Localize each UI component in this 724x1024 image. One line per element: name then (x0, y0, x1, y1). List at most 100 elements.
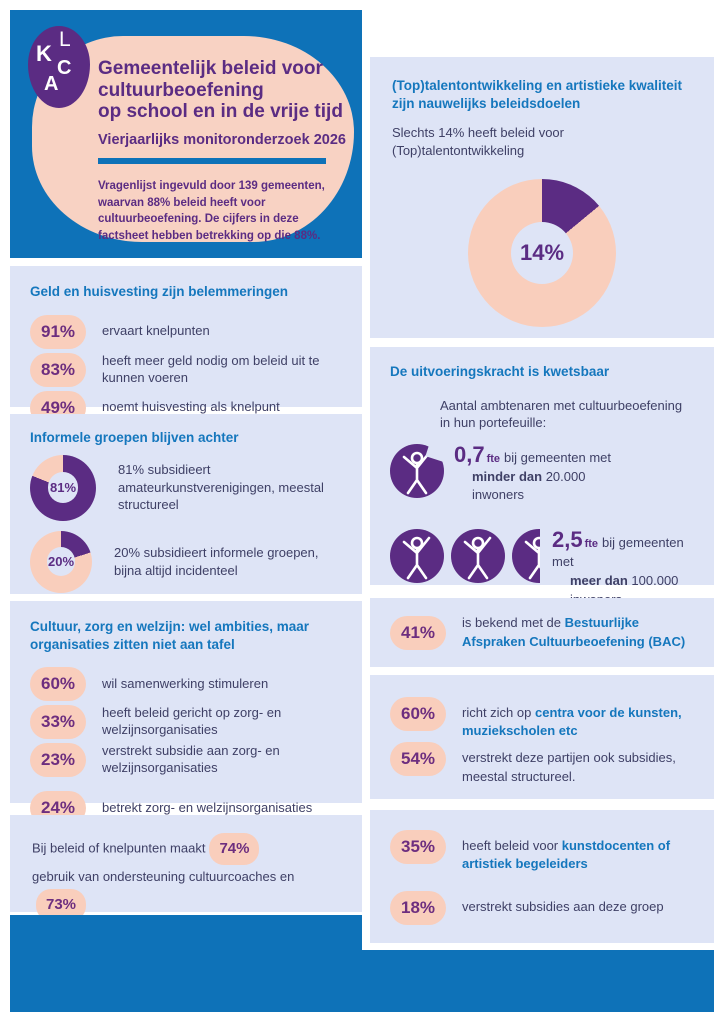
stat-value-badge: 41% (390, 615, 446, 650)
stat-row: 33% heeft beleid gericht op zorg- en wel… (30, 705, 342, 740)
stat-rich-label: is bekend met de Bestuurlijke Afspraken … (462, 614, 698, 650)
page-title: Gemeentelijk beleid voor cultuurbeoefeni… (98, 58, 348, 123)
label-plain: verstrekt subsidies aan deze groep (462, 899, 664, 915)
fte-unit: fte (486, 452, 501, 465)
label-plain: verstrekt deze partijen ook subsidies, m… (462, 750, 676, 784)
stat-value-badge: 83% (30, 352, 86, 387)
fte-line1: 2,5 fte bij gemeenten met (552, 529, 694, 572)
stat-label: heeft beleid gericht op zorg- en welzijn… (102, 705, 282, 738)
capacity-title: De uitvoeringskracht is kwetsbaar (390, 364, 610, 379)
header-content: Gemeentelijk beleid voor cultuurbeoefeni… (98, 58, 348, 245)
talent-donut-hole (510, 222, 574, 285)
donut-row: 20% 20% subsidieert informele groepen, b… (30, 530, 342, 593)
header-intro-text: Vragenlijst ingevuld door 139 gemeenten,… (98, 179, 325, 242)
page-title-line1: Gemeentelijk beleid voor (98, 58, 323, 79)
fte-bold: meer dan (570, 573, 628, 589)
stat-row: 83% heeft meer geld nodig om beleid uit … (30, 352, 342, 387)
fte-item-large-municipalities: 2,5 fte bij gemeenten met meer dan 100.000… (390, 529, 694, 609)
barriers-title: Geld en huisvesting zijn belemmeringen (30, 284, 289, 299)
stat-rich-label: verstrekt subsidies aan deze groep (462, 891, 694, 916)
fte-unit: fte (584, 538, 599, 551)
section-centres-card: 60% richt zich op centra voor de kunsten… (370, 675, 714, 799)
section-barriers-card: Geld en huisvesting zijn belemmeringen 9… (10, 266, 362, 425)
stat-rich-label: verstrekt deze partijen ook subsidies, m… (462, 742, 694, 785)
talent-title: (Top)talentontwikkeling en artistieke kw… (392, 78, 683, 111)
section-support-card: Bij beleid of knelpunten maakt 74% gebrui… (10, 815, 362, 940)
stat-label: verstrekt subsidie aan zorg- en welzijns… (102, 743, 280, 776)
support-text-2: gebruik van ondersteuning cultuurcoaches… (32, 868, 295, 884)
stat-value-badge: 23% (30, 743, 86, 778)
stat-label: noemt huisvesting als knelpunt (102, 399, 280, 415)
stat-rich-label: richt zich op centra voor de kunsten, mu… (462, 697, 694, 740)
logo-letter-c: C (57, 57, 72, 79)
donut-caption: 20% subsidieert informele groepen, bijna… (114, 545, 319, 578)
lkca-logo: L K C A (28, 26, 90, 108)
fte-number: 100.000 (627, 573, 679, 589)
stat-value-badge: 60% (30, 667, 86, 702)
label-bold: Bestuurlijke Afspraken Cultuurbeoefening… (462, 615, 686, 649)
stat-value-badge: 33% (30, 705, 86, 740)
fte-value: 0,7 (454, 441, 485, 467)
stat-label: ervaart knelpunten (102, 323, 210, 339)
header-block: L K C A Gemeentelijk beleid voor cultuur… (10, 10, 362, 258)
page-subtitle: Vierjaarlijks monitoronderzoek 2026 (98, 131, 346, 148)
fte-phrase: bij gemeenten met (504, 449, 611, 465)
stat-value-badge: 74% (209, 833, 260, 865)
stat-row: 18% verstrekt subsidies aan deze groep (390, 891, 694, 926)
stat-row: 54% verstrekt deze partijen ook subsidie… (390, 742, 694, 785)
person-icons-row (390, 529, 540, 584)
stat-label: heeft meer geld nodig om beleid uit te k… (102, 352, 320, 385)
footer-band (10, 950, 714, 1012)
label-plain: richt zich op (462, 705, 535, 720)
informal-title: Informele groepen blijven achter (30, 430, 239, 445)
fte-line2: meer dan 100.000 (570, 572, 694, 591)
stat-label: wil samenwerking stimuleren (102, 675, 269, 691)
person-icon (390, 436, 453, 498)
page-title-line3: op school en in de vrije tijd (98, 101, 343, 123)
stat-rich-label: heeft beleid voor kunstdocenten of artis… (462, 830, 694, 873)
fte-item-small-municipalities: 0,7 fte bij gemeenten met minder dan 20.00… (390, 436, 694, 506)
person-icon-half (512, 529, 540, 584)
talent-donut-chart: 14% (468, 179, 616, 328)
section-capacity-card: De uitvoeringskracht is kwetsbaar Aantal… (370, 347, 714, 607)
section-bac-card: 41% is bekend met de Bestuurlijke Afspra… (370, 598, 714, 667)
fte-bold: minder dan (472, 468, 543, 484)
label-plain: is bekend met de (462, 615, 565, 631)
fte-number: 20.000 (542, 468, 586, 484)
talent-donut-label: 14% (519, 240, 565, 266)
stat-row: 60% wil samenwerking stimuleren (30, 667, 342, 702)
donut-hole (46, 547, 76, 576)
donut-caption: 81% subsidieert amateurkunstverenigingen… (118, 462, 324, 513)
care-title: Cultuur, zorg en welzijn: wel ambities, … (30, 619, 310, 652)
section-talent-card: (Top)talentontwikkeling en artistieke kw… (370, 57, 714, 338)
donut-row: 81% 81% subsidieert amateurkunstverenigi… (30, 454, 342, 521)
informal-donut-81: 81% (30, 454, 96, 521)
stat-row: 91% ervaart knelpunten (30, 314, 342, 349)
fte-value: 2,5 (552, 527, 583, 553)
stat-value-badge: 35% (390, 830, 446, 864)
capacity-intro: Aantal ambtenaren met cultuurbeoefening … (440, 397, 683, 431)
section-informal-card: Informele groepen blijven achter 81% 81%… (10, 414, 362, 594)
person-icon (451, 529, 505, 584)
donut-label: 81% (49, 480, 77, 496)
label-plain: heeft beleid voor (462, 838, 562, 853)
stat-value-badge: 18% (390, 891, 446, 926)
donut-hole (47, 472, 79, 503)
fte-text: 2,5 fte bij gemeenten met meer dan 100.000… (552, 529, 694, 609)
fte-text: 0,7 fte bij gemeenten met minder dan 20.00… (454, 441, 611, 506)
stat-value-badge: 91% (30, 314, 86, 349)
label-bold: kunstdocenten of artistiek begeleiders (462, 838, 671, 872)
fte-line2: minder dan 20.000 (472, 468, 611, 487)
header-divider (98, 157, 326, 164)
section-teachers-card: 35% heeft beleid voor kunstdocenten of a… (370, 810, 714, 943)
logo-letter-k: K (36, 41, 52, 66)
talent-subtitle: Slechts 14% heeft beleid voor (Top)talen… (392, 125, 564, 158)
logo-letter-a: A (44, 73, 59, 95)
informal-donut-20: 20% (30, 530, 92, 593)
section-care-card: Cultuur, zorg en welzijn: wel ambities, … (10, 601, 362, 826)
donut-label: 20% (47, 554, 75, 570)
logo-letter-l: L (59, 28, 71, 51)
page-title-line2: cultuurbeoefening (98, 79, 264, 101)
stat-row: 23% verstrekt subsidie aan zorg- en welz… (30, 743, 342, 778)
